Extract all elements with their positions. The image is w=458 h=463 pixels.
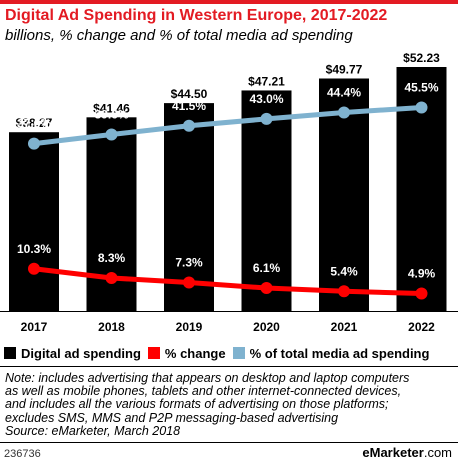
bar-value-label: $41.46 [93, 101, 130, 115]
line-value-label: 37.6% [17, 117, 51, 131]
bar [164, 103, 214, 311]
bar-value-label: $47.21 [248, 74, 285, 88]
line-value-label: 8.3% [98, 251, 126, 265]
line-value-label: 41.5% [172, 99, 206, 113]
divider-bottom [0, 442, 458, 443]
line-point [260, 282, 273, 295]
bar-value-label: $38.27 [16, 116, 53, 130]
pct-change-line [31, 266, 424, 297]
bar [9, 132, 59, 311]
footnote-line: excludes SMS, MMS and P2P messaging-base… [5, 410, 339, 425]
line-point [28, 137, 40, 150]
line-point [338, 285, 350, 298]
source-line: Source: eMarketer, March 2018 [5, 423, 181, 438]
brand-logo[interactable]: eMarketer.com [362, 445, 452, 460]
footnote-line: as well as mobile phones, tablets and ot… [5, 384, 402, 399]
x-tick-label: 2017 [21, 320, 48, 334]
legend-item-percent-change: % change [147, 345, 226, 361]
line-point [183, 276, 195, 289]
x-tick-label: 2019 [176, 320, 203, 334]
legend-item-percent-of-total: % of total media ad spending [232, 345, 430, 361]
legend-swatch-percent-change [147, 347, 160, 359]
line-point [28, 262, 40, 275]
bar-value-label: $44.50 [171, 87, 208, 101]
line-value-label: 5.4% [330, 264, 358, 278]
divider-top [0, 366, 458, 367]
chart-id: 236736 [4, 448, 41, 460]
bar-value-label: $52.23 [403, 51, 440, 65]
line-value-label: 4.9% [408, 267, 436, 281]
line-value-label: 44.4% [327, 86, 361, 100]
line-point [260, 112, 273, 125]
chart: $38.27 $41.46 $44.50 $47.21 $49.77 $52.23 10.3… [0, 51, 458, 334]
line-point [338, 106, 350, 119]
line-point [105, 271, 118, 284]
legend: Digital ad spending % change % of total … [4, 344, 436, 362]
line-point [415, 101, 428, 114]
top-accent-bar [0, 0, 458, 4]
legend-swatch-digital-ad-spending [4, 347, 16, 359]
legend-swatch-percent-of-total [232, 347, 245, 359]
line-value-label: 43.0% [249, 92, 283, 106]
line-value-label: 45.5% [404, 80, 438, 94]
footnote-line: Note: includes advertising that appears … [5, 371, 410, 385]
brand-name: Marketer [369, 445, 424, 460]
x-tick-label: 2018 [98, 320, 125, 334]
x-tick-label: 2020 [253, 320, 280, 334]
line-value-label: 7.3% [175, 256, 203, 270]
chart-subtitle: billions, % change and % of total media … [5, 27, 353, 44]
legend-label-digital-ad-spending: Digital ad spending [21, 345, 141, 361]
footnote-line: and includes all the various formats of … [5, 397, 389, 412]
line-point [183, 119, 195, 132]
line-value-label: 39.6% [94, 108, 128, 122]
line-value-label: 6.1% [253, 261, 281, 275]
line-point [105, 128, 118, 141]
line-point [415, 287, 428, 300]
legend-label-percent-change: % change [164, 345, 226, 361]
x-tick-label: 2022 [408, 320, 435, 334]
chart-title: Digital Ad Spending in Western Europe, 2… [5, 7, 388, 24]
legend-item-digital-ad-spending: Digital ad spending [4, 346, 141, 361]
legend-label-percent-of-total: % of total media ad spending [249, 345, 430, 361]
brand-suffix: .com [423, 445, 452, 460]
pct-total-line [31, 104, 424, 147]
line-value-label: 10.3% [17, 242, 51, 256]
bar [241, 90, 292, 311]
brand-prefix: e [362, 445, 370, 460]
bar-value-label: $49.77 [326, 62, 363, 76]
footnote: Note: includes advertising that appears … [5, 371, 455, 438]
x-tick-label: 2021 [331, 320, 358, 334]
